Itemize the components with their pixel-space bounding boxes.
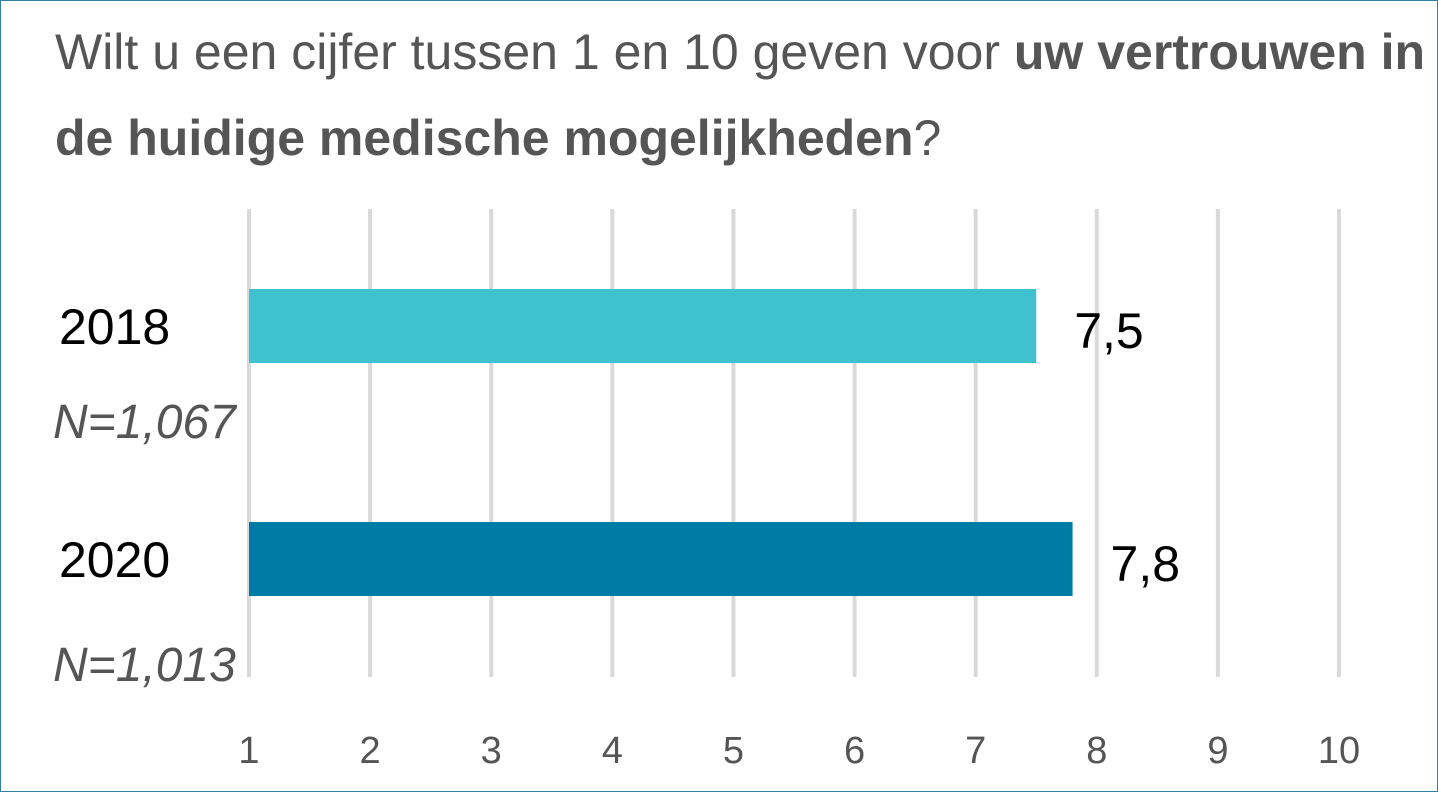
sample-size-label: N=1,013 [53, 639, 236, 692]
data-label: 7,8 [1111, 536, 1181, 592]
title-part-end: ? [913, 110, 942, 166]
gridlines [247, 209, 1341, 677]
x-axis-ticks: 1 2 3 4 5 6 7 8 9 10 [238, 730, 1360, 772]
x-tick-label: 5 [723, 730, 744, 772]
x-tick-label: 1 [238, 730, 259, 772]
x-tick-label: 8 [1086, 730, 1107, 772]
sample-size-label: N=1,067 [53, 396, 238, 449]
bar [249, 289, 1037, 363]
x-tick-label: 9 [1207, 730, 1228, 772]
labels: 7,5 2018 N=1,067 7,8 2020 N=1,013 [53, 299, 1180, 692]
x-tick-label: 7 [965, 730, 986, 772]
category-label: 2020 [59, 532, 170, 588]
chart-title: Wilt u een cijfer tussen 1 en 10 geven v… [55, 9, 1435, 181]
x-tick-label: 6 [844, 730, 865, 772]
category-label: 2018 [59, 299, 170, 355]
x-tick-label: 10 [1318, 730, 1360, 772]
title-part-regular: Wilt u een cijfer tussen 1 en 10 geven v… [55, 24, 1014, 80]
title-part-bold: uw vertrouwen in de huidige medische mog… [55, 24, 1426, 166]
bar [249, 522, 1073, 596]
bars [249, 289, 1073, 596]
x-tick-label: 4 [602, 730, 623, 772]
x-tick-label: 2 [360, 730, 381, 772]
data-label: 7,5 [1074, 303, 1144, 359]
x-tick-label: 3 [481, 730, 502, 772]
